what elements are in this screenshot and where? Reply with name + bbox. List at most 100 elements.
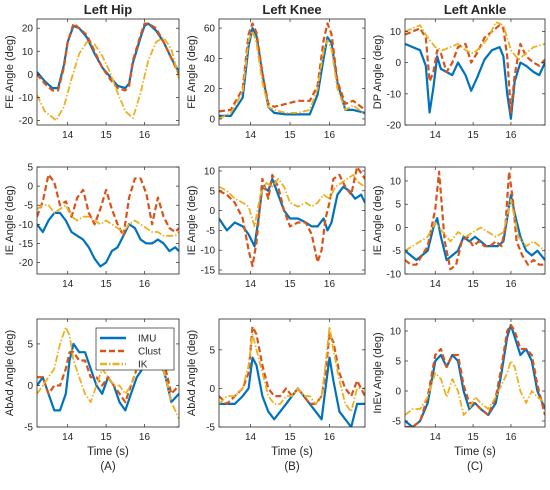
- legend-label-ik: IK: [138, 360, 148, 371]
- y-tick-label-r2c2: 5: [395, 357, 401, 368]
- y-tick-label-r0c2: 10: [390, 27, 402, 38]
- series-line-imu-r1c0: [37, 211, 179, 268]
- panel-r0c1: 14 15 16 60 40 20 0 FE Angle (deg) Left Knee: [186, 2, 366, 141]
- series-line-clust-r1c0: [37, 173, 179, 237]
- x-tick-label-r2c0: 14: [62, 432, 74, 443]
- legend-label-imu: IMU: [138, 334, 156, 345]
- y-axis-label-r1c2: IE Angle (deg): [372, 186, 384, 256]
- axes-box-r1c1: [218, 166, 366, 275]
- series-line-ik-r1c0: [37, 204, 179, 237]
- series-line-ik-r0c1: [219, 30, 365, 120]
- x-tick-label-r2c2: 15: [468, 432, 480, 443]
- axes-box-r2c1: [218, 318, 366, 428]
- x-tick-label-r1c0: 15: [101, 279, 113, 290]
- y-tick-label-r2c2: -5: [392, 417, 401, 428]
- y-tick-label-r0c2: 0: [395, 58, 401, 69]
- series-line-clust-r0c2: [405, 24, 545, 114]
- x-tick-label-r0c0: 15: [101, 130, 113, 141]
- y-tick-label-r1c2: 10: [390, 176, 402, 187]
- x-tick-label-r0c0: 16: [139, 130, 151, 141]
- x-axis-label-r2c2: Time (s): [454, 446, 496, 458]
- x-tick-label-r2c1: 16: [324, 432, 336, 443]
- y-tick-label-r0c0: 20: [22, 24, 34, 35]
- axes-box-r1c0: [36, 166, 180, 275]
- y-axis-label-r1c1: IE Angle (deg): [186, 186, 198, 256]
- series-group-r0c0: [37, 22, 179, 122]
- y-tick-label-r0c0: 0: [27, 70, 33, 81]
- y-axis-label-r0c2: DP Angle (deg): [372, 35, 384, 109]
- x-tick-label-r1c0: 14: [62, 279, 74, 290]
- panel-r2c1: 14 15 16 5 0 -5 AbAd Angle (deg) Time (s) (B): [186, 318, 366, 473]
- y-tick-label-r1c1: 0: [209, 206, 215, 217]
- y-tick-label-r1c2: 5: [395, 200, 401, 211]
- series-group-r1c1: [219, 167, 365, 268]
- panel-r2c2: 14 15 16 10 5 0 -5 InEv Angle (deg) Time (s) (C): [372, 318, 546, 473]
- panel-r0c2: 14 15 16 10 0 -10 -20 DP Angle (deg) Left Ankle: [372, 2, 546, 141]
- y-tick-label-r0c1: 60: [204, 24, 216, 35]
- panel-letter-r2c2: (C): [467, 461, 483, 473]
- x-tick-label-r2c1: 14: [245, 432, 257, 443]
- series-group-r0c2: [405, 21, 545, 120]
- x-tick-label-r2c1: 15: [284, 432, 296, 443]
- x-tick-label-r0c1: 16: [324, 130, 336, 141]
- plot-area-r1c2: [405, 167, 545, 274]
- x-tick-label-r0c1: 15: [284, 130, 296, 141]
- plot-area-r0c0: [37, 19, 179, 125]
- x-tick-label-r0c2: 14: [430, 130, 442, 141]
- x-tick-label-r1c0: 16: [139, 279, 151, 290]
- y-tick-label-r1c2: 0: [395, 223, 401, 234]
- y-tick-label-r1c2: -5: [392, 246, 401, 257]
- y-tick-label-r1c1: 10: [204, 166, 216, 177]
- x-tick-label-r1c1: 14: [245, 279, 257, 290]
- y-tick-label-r1c2: -10: [387, 270, 402, 281]
- y-tick-label-r1c1: 5: [209, 186, 215, 197]
- series-line-imu-r1c1: [219, 177, 365, 248]
- panel-letter-r2c1: (B): [284, 461, 300, 473]
- y-tick-label-r2c2: 0: [395, 387, 401, 398]
- panel-title-r0c0: Left Hip: [84, 2, 132, 17]
- y-axis-label-r2c1: AbAd Angle (deg): [186, 330, 198, 416]
- x-tick-label-r0c2: 15: [468, 130, 480, 141]
- y-axis-label-r2c0: AbAd Angle (deg): [4, 330, 16, 416]
- y-tick-label-r2c2: 10: [390, 327, 402, 338]
- y-tick-label-r0c1: 40: [204, 54, 216, 65]
- y-tick-label-r0c0: -10: [19, 93, 34, 104]
- series-line-imu-r1c2: [405, 193, 545, 262]
- panel-r1c2: 14 15 16 10 5 0 -5 -10 IE Angle (deg): [372, 166, 546, 290]
- x-tick-label-r2c2: 14: [430, 432, 442, 443]
- series-group-r2c2: [405, 323, 545, 427]
- x-tick-label-r2c2: 16: [505, 432, 517, 443]
- y-tick-label-r1c1: -10: [201, 246, 216, 257]
- x-tick-label-r1c1: 15: [284, 279, 296, 290]
- y-tick-label-r2c0: -5: [24, 423, 33, 434]
- y-tick-label-r0c1: 0: [209, 114, 215, 125]
- panel-letter-r2c0: (A): [100, 461, 116, 473]
- x-tick-label-r0c2: 16: [505, 130, 517, 141]
- x-axis-label-r2c1: Time (s): [271, 446, 313, 458]
- axes-box-r0c2: [404, 18, 546, 126]
- series-group-r1c0: [37, 173, 179, 268]
- y-tick-label-r1c0: 0: [27, 182, 33, 193]
- series-line-ik-r2c1: [219, 325, 365, 413]
- y-tick-label-r1c0: -5: [24, 201, 33, 212]
- series-line-clust-r1c1: [219, 167, 365, 268]
- x-tick-label-r2c0: 15: [101, 432, 113, 443]
- legend: IMU Clust IK: [95, 327, 175, 371]
- y-tick-label-r0c1: 20: [204, 84, 216, 95]
- y-tick-label-r0c2: -20: [387, 121, 402, 132]
- y-tick-label-r2c1: -5: [206, 423, 215, 434]
- y-axis-label-r0c1: FE Angle (deg): [186, 35, 198, 108]
- plot-area-r0c1: [219, 19, 365, 125]
- series-line-clust-r1c2: [405, 170, 545, 271]
- y-tick-label-r1c0: -10: [19, 220, 34, 231]
- y-tick-label-r2c0: 0: [27, 381, 33, 392]
- x-tick-label-r0c0: 14: [62, 130, 74, 141]
- series-line-clust-r0c1: [219, 22, 365, 113]
- y-tick-label-r1c1: -15: [201, 266, 216, 277]
- x-tick-label-r0c1: 14: [245, 130, 257, 141]
- axes-box-r0c1: [218, 18, 366, 126]
- y-axis-label-r1c0: IE Angle (deg): [4, 186, 16, 256]
